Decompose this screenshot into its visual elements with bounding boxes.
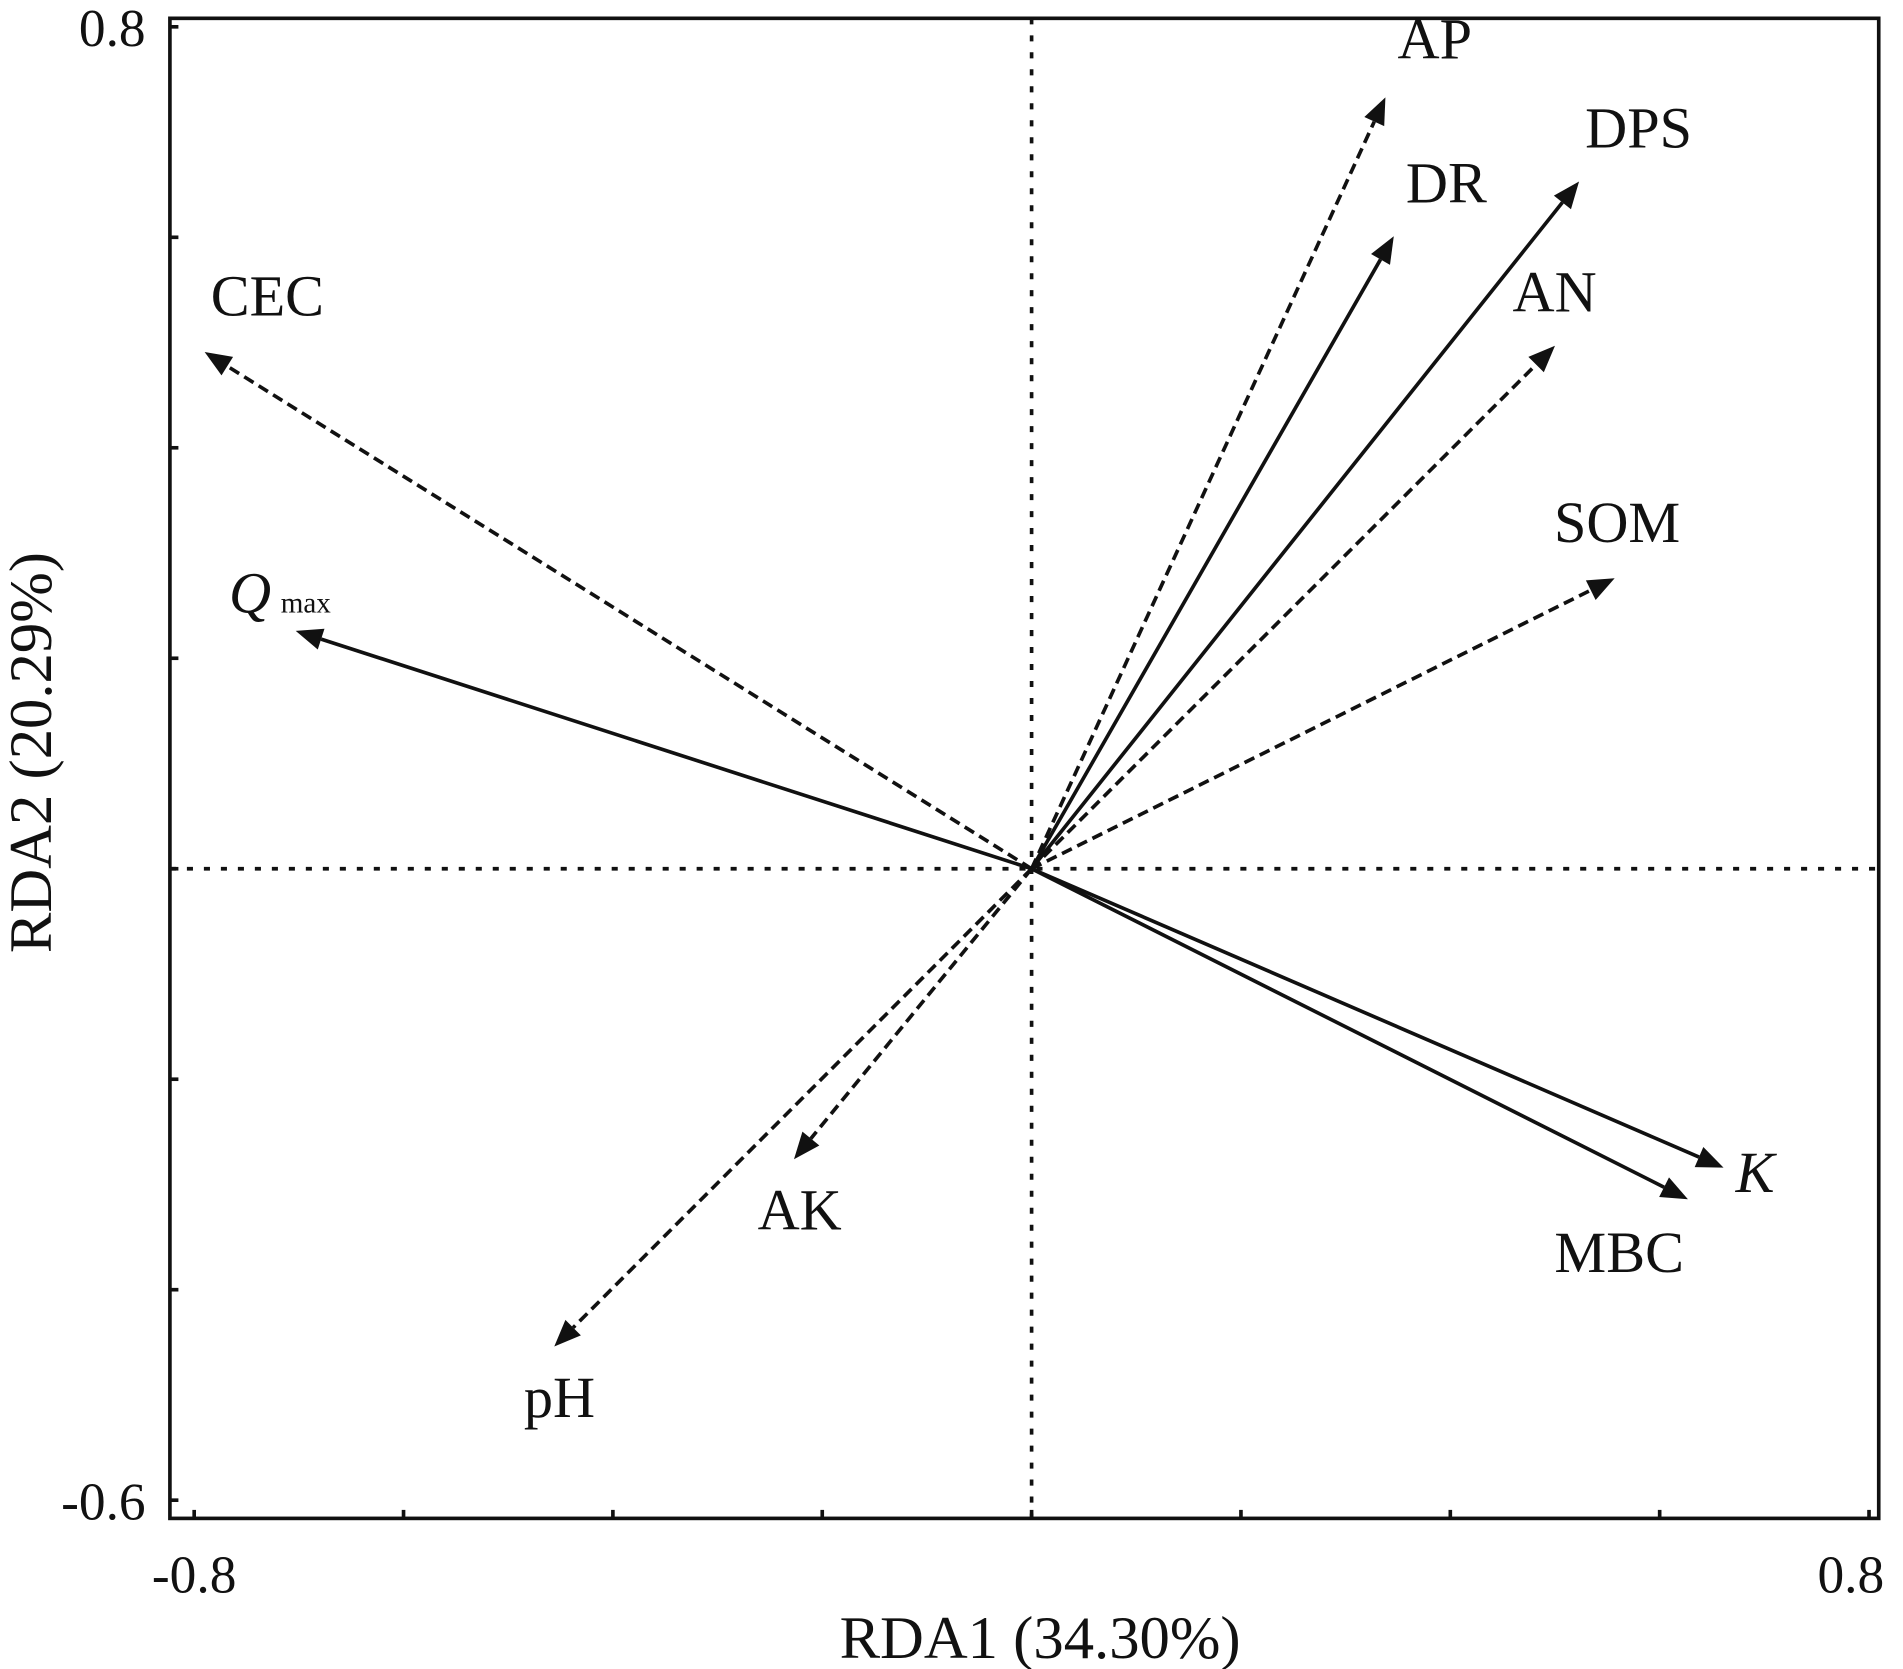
- arrowhead-dps: [1553, 181, 1580, 210]
- vector-label-som: SOM: [1554, 490, 1680, 555]
- arrowhead-an: [1528, 345, 1555, 373]
- vector-label-ak: AK: [758, 1178, 842, 1243]
- vector-k: [1030, 867, 1700, 1159]
- vector-q: [320, 637, 1033, 871]
- axis-ticks: [169, 24, 1871, 1519]
- vector-mbc: [1030, 867, 1665, 1189]
- arrowhead-ak: [793, 1131, 820, 1160]
- arrowhead-q: [295, 628, 325, 650]
- arrowhead-ap: [1364, 97, 1386, 127]
- vector-dr: [1030, 258, 1383, 870]
- vector-label-mbc: MBC: [1554, 1220, 1684, 1285]
- x-tick-label-min: -0.8: [152, 1544, 237, 1604]
- vector-label-dr: DR: [1406, 150, 1487, 215]
- vector-ak: [809, 867, 1034, 1140]
- x-axis-label: RDA1 (34.30%): [840, 1605, 1241, 1669]
- vector-label-ph: pH: [524, 1365, 595, 1430]
- vector-label-an: AN: [1513, 260, 1597, 325]
- x-tick-label-max: 0.8: [1817, 1544, 1884, 1604]
- plot-frame: [168, 16, 1881, 1521]
- vector-label-k: K: [1735, 1140, 1778, 1205]
- vector-ph: [571, 867, 1033, 1329]
- y-tick-label-min: -0.6: [61, 1472, 146, 1532]
- arrowhead-cec: [204, 352, 234, 376]
- arrowhead-ph: [554, 1319, 581, 1347]
- arrowhead-mbc: [1659, 1177, 1688, 1200]
- arrowhead-k: [1694, 1147, 1724, 1168]
- vector-label-ap: AP: [1398, 6, 1472, 71]
- arrowhead-dr: [1371, 236, 1394, 265]
- arrowhead-som: [1585, 578, 1615, 600]
- vector-ap: [1029, 120, 1376, 870]
- vector-label-subscript: max: [281, 588, 332, 620]
- vector-som: [1030, 588, 1592, 871]
- vector-label-dps: DPS: [1585, 96, 1692, 161]
- vector-label-cec: CEC: [211, 264, 324, 329]
- y-tick-label-max: 0.8: [79, 0, 146, 58]
- vector-dps: [1030, 201, 1564, 870]
- y-axis-label: RDA2 (20.29%): [0, 552, 65, 953]
- vector-cec: [226, 364, 1033, 871]
- vector-an: [1030, 363, 1538, 871]
